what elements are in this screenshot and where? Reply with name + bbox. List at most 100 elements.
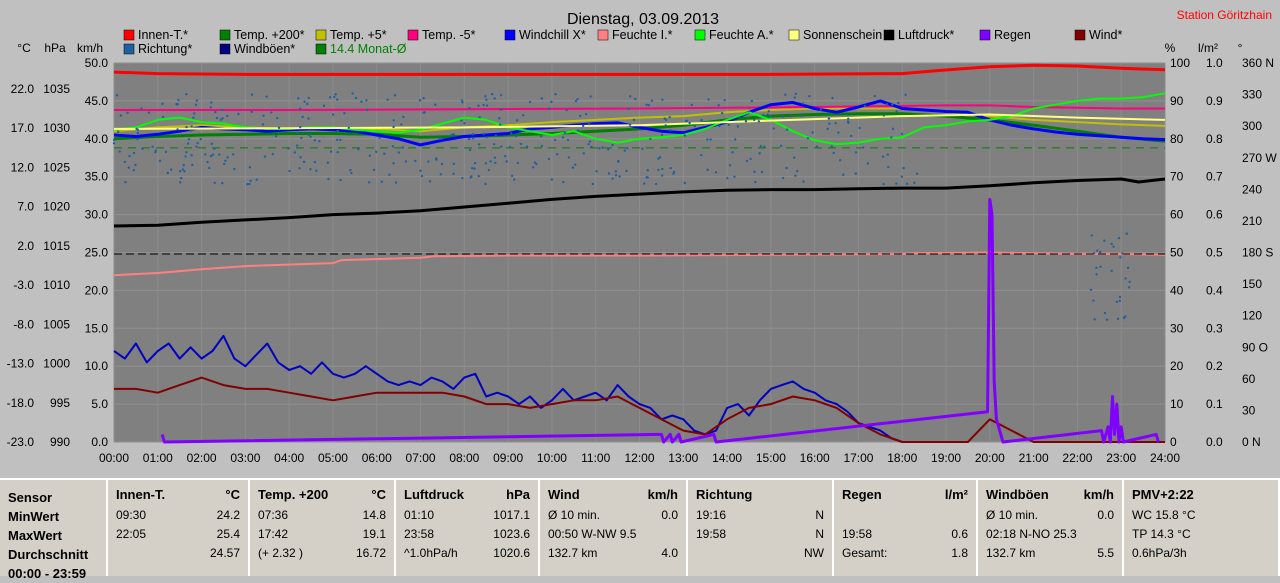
direction-dot <box>248 182 251 186</box>
stats-column-header: Regen l/m² <box>842 484 968 506</box>
direction-dot <box>248 166 252 169</box>
direction-dot <box>513 178 516 181</box>
direction-dot <box>175 102 178 106</box>
direction-dot <box>684 120 688 123</box>
direction-dot <box>374 150 378 153</box>
direction-dot <box>336 129 340 133</box>
direction-dot <box>734 138 737 141</box>
direction-dot <box>191 163 194 167</box>
direction-dot <box>177 98 180 102</box>
direction-dot <box>749 157 752 161</box>
direction-dot <box>468 148 472 152</box>
direction-dot <box>1127 286 1131 289</box>
direction-dot <box>418 99 422 102</box>
direction-dot <box>343 112 346 115</box>
direction-dot <box>500 145 503 148</box>
direction-dot <box>1105 318 1109 321</box>
direction-dot <box>847 117 850 120</box>
legend-swatch <box>315 43 327 55</box>
legend-swatch <box>694 29 706 41</box>
legend-swatch <box>504 29 516 41</box>
direction-dot <box>1125 232 1129 235</box>
stats-column-unit: °C <box>225 487 240 502</box>
x-tick-label: 10:00 <box>537 451 567 465</box>
stats-row: (+ 2.32 ) 16.72 <box>258 544 386 563</box>
direction-dot <box>484 182 487 186</box>
direction-dot <box>913 181 916 185</box>
direction-dot <box>683 134 686 137</box>
temp-tick-label: -13.0 <box>7 357 35 371</box>
rain-tick-label: 0.3 <box>1206 321 1223 335</box>
direction-dot <box>895 110 898 113</box>
rain-tick-label: 0.6 <box>1206 208 1223 222</box>
direction-dot <box>498 123 502 126</box>
stats-cell-value: 0.6 <box>951 527 968 541</box>
direction-dot <box>904 93 907 97</box>
direction-dot <box>213 147 216 150</box>
direction-dot <box>477 104 480 107</box>
direction-dot <box>265 95 268 98</box>
direction-dot <box>204 153 207 156</box>
x-tick-label: 00:00 <box>99 451 129 465</box>
stats-cell-label: 02:18 N-NO 25.3 <box>986 527 1077 541</box>
direction-dot <box>318 139 321 143</box>
direction-dot <box>554 93 557 96</box>
humidity-tick-label: 30 <box>1170 321 1184 335</box>
temp-tick-label: 17.0 <box>11 121 35 135</box>
stats-row: WC 15.8 °C <box>1132 506 1270 525</box>
direction-dot <box>221 117 224 120</box>
direction-dot <box>831 96 834 100</box>
direction-dot <box>354 96 358 100</box>
direction-dot <box>112 138 116 142</box>
direction-dot <box>669 128 672 132</box>
humidity-tick-label: 20 <box>1170 359 1184 373</box>
direction-dot <box>846 120 850 123</box>
stats-column: Temp. +200 °C 07:36 14.8 17:42 19.1 (+ 2.32 ) 1… <box>250 480 396 576</box>
direction-dot <box>194 103 198 107</box>
direction-dot <box>193 112 196 115</box>
stats-cell-label: 07:36 <box>258 508 289 522</box>
direction-dot <box>588 140 592 143</box>
x-tick-label: 22:00 <box>1062 451 1092 465</box>
direction-dot <box>728 164 732 167</box>
stats-cell-label: 22:05 <box>116 527 147 541</box>
direction-dot <box>900 132 904 136</box>
direction-dot <box>550 100 553 104</box>
direction-dot <box>854 172 858 175</box>
direction-dot <box>601 146 604 149</box>
direction-dot <box>1117 236 1121 240</box>
wind-tick-label: 40.0 <box>85 132 109 146</box>
direction-dot <box>183 170 186 173</box>
legend-label: Temp. -5* <box>422 28 476 42</box>
stats-row: Ø 10 min. 0.0 <box>986 506 1114 525</box>
direction-dot <box>793 96 796 99</box>
direction-dot <box>306 102 309 106</box>
direction-dot <box>627 107 630 111</box>
stats-cell-label: 17:42 <box>258 527 289 541</box>
rain-tick-label: 0.0 <box>1206 435 1223 449</box>
direction-dot <box>902 166 905 170</box>
direction-dot <box>503 154 507 158</box>
direction-dot <box>255 178 258 181</box>
pressure-tick-label: 1030 <box>43 121 70 135</box>
rain-unit-label: l/m² <box>1198 41 1218 55</box>
direction-dot <box>683 181 686 185</box>
direction-dot <box>819 108 823 111</box>
stats-cell-label: 09:30 <box>116 508 147 522</box>
stats-row: TP 14.3 °C <box>1132 525 1270 544</box>
direction-dot <box>1119 256 1122 259</box>
direction-dot <box>209 106 212 109</box>
direction-dot <box>733 175 736 178</box>
temp-unit-label: °C <box>17 41 31 55</box>
direction-dot <box>182 163 185 167</box>
rain-tick-label: 0.5 <box>1206 246 1223 260</box>
direction-dot <box>237 112 240 116</box>
direction-dot <box>628 123 632 126</box>
direction-dot <box>309 135 312 139</box>
direction-tick-label: 60 <box>1242 372 1256 386</box>
direction-dot <box>562 180 565 184</box>
label-min: MinWert <box>8 509 60 524</box>
wind-tick-label: 45.0 <box>85 94 109 108</box>
direction-dot <box>700 118 703 122</box>
direction-dot <box>891 103 894 106</box>
